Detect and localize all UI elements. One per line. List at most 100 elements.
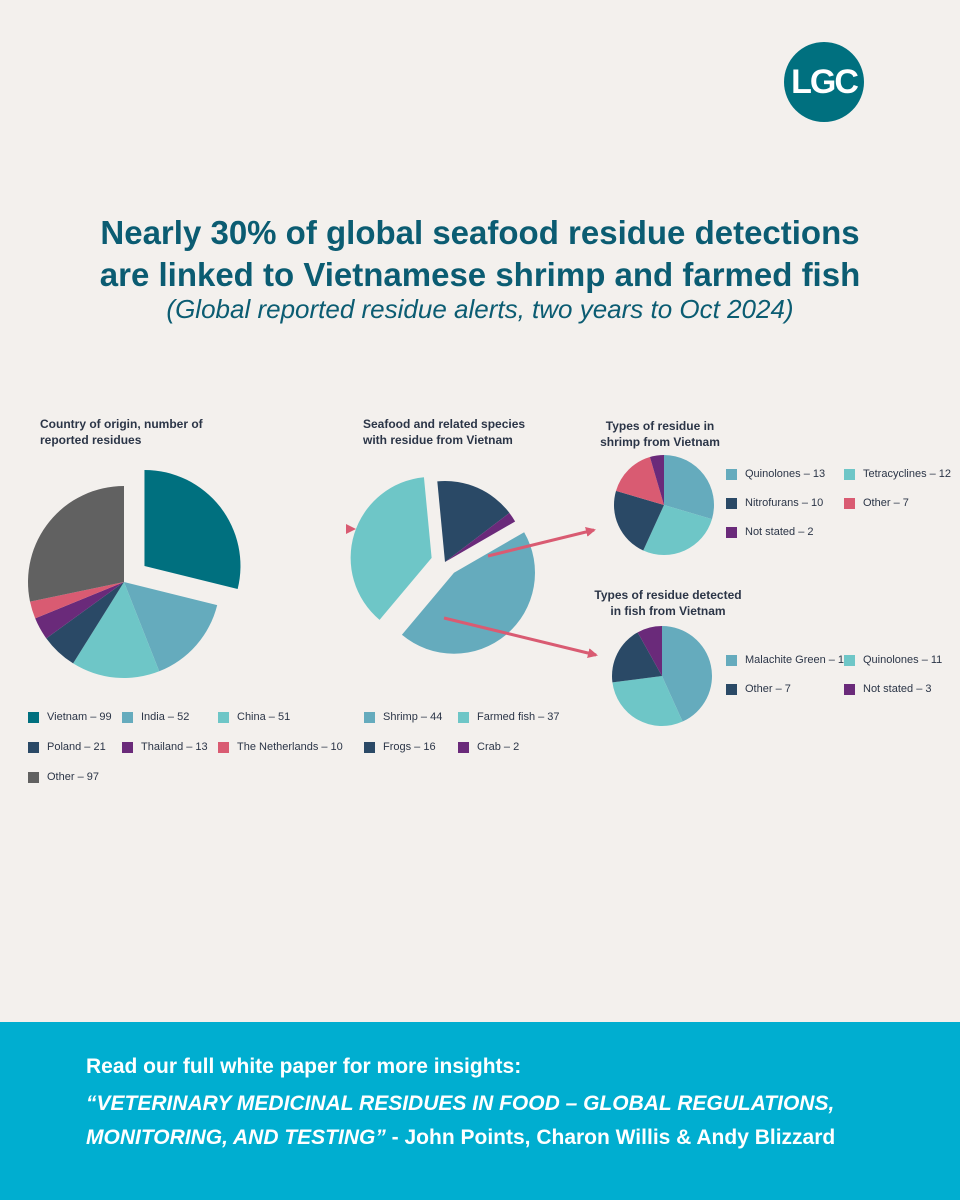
legend-1-item-1: Farmed fish – 37: [458, 711, 560, 723]
footer-paper-title[interactable]: MONITORING, AND TESTING”: [86, 1126, 386, 1149]
legend-1-item-2: Frogs – 16: [364, 741, 436, 753]
legend-2-item-0: Quinolones – 13: [726, 468, 825, 480]
legend-label: Farmed fish – 37: [477, 711, 560, 723]
chart-2-title-line-2: with residue from Vietnam: [363, 433, 513, 447]
legend-label: Not stated – 2: [745, 526, 814, 538]
pie-country-of-origin: [28, 469, 241, 678]
legend-label: Shrimp – 44: [383, 711, 443, 723]
legend-3-item-3: Not stated – 3: [844, 683, 932, 695]
legend-2-item-1: Tetracyclines – 12: [844, 468, 951, 480]
legend-swatch: [844, 497, 855, 509]
legend-swatch: [218, 741, 229, 753]
legend-label: Other – 97: [47, 771, 99, 783]
legend-label: Not stated – 3: [863, 683, 932, 695]
legend-2-item-2: Nitrofurans – 10: [726, 497, 823, 509]
legend-2-item-4: Not stated – 2: [726, 526, 814, 538]
legend-label: Vietnam – 99: [47, 711, 112, 723]
chart-1-title-line-1: Country of origin, number of: [40, 417, 203, 431]
chart-3-title-line-1: Types of residue in: [605, 419, 715, 433]
pie-species-vietnam: [350, 477, 535, 654]
legend-swatch: [364, 741, 375, 753]
legend-0-item-4: Thailand – 13: [122, 741, 208, 753]
connector-arrow-1: [487, 527, 596, 558]
chart-4-title-line-1: Types of residue detected: [594, 588, 742, 602]
legend-label: Quinolones – 11: [863, 654, 943, 666]
legend-label: Tetracyclines – 12: [863, 468, 952, 480]
legend-swatch: [844, 468, 855, 480]
legend-label: Thailand – 13: [141, 741, 208, 753]
pie-residue-shrimp: [613, 454, 715, 555]
legend-swatch: [726, 654, 737, 666]
chart-1-title: Country of origin, number of reported re…: [40, 416, 203, 448]
footer-line-1: Read our full white paper for more insig…: [86, 1055, 522, 1078]
legend-0-item-6: Other – 97: [28, 771, 99, 783]
legend-2-item-3: Other – 7: [844, 497, 909, 509]
subtitle: (Global reported residue alerts, two yea…: [166, 294, 794, 324]
pie-0-slice-2: [73, 582, 160, 678]
legend-label: Other – 7: [863, 497, 909, 509]
legend-swatch: [218, 711, 229, 723]
legend-label: Quinolones – 13: [745, 468, 826, 480]
chart-4-title-line-2: in fish from Vietnam: [610, 604, 726, 618]
headline-line-1: Nearly 30% of global seafood residue det…: [100, 214, 860, 251]
legend-label: Crab – 2: [477, 741, 520, 753]
chart-3-title-line-2: shrimp from Vietnam: [600, 435, 720, 449]
legend-swatch: [122, 741, 133, 753]
pie-3-slice-0: [662, 626, 712, 722]
chart-4-title: Types of residue detected in fish from V…: [586, 587, 750, 619]
pie-2-slice-3: [616, 457, 664, 505]
pie-charts: [28, 454, 715, 726]
legend-1-item-3: Crab – 2: [458, 741, 519, 753]
legend-label: Other – 7: [745, 683, 791, 695]
legend-swatch: [844, 654, 855, 666]
lgc-logo: LGC: [784, 42, 864, 122]
legend-label: Malachite Green – 16: [745, 654, 851, 666]
pie-2-slice-4: [649, 454, 664, 505]
legend-3-item-0: Malachite Green – 16: [726, 654, 850, 666]
connector-arrows: [228, 524, 598, 658]
legend-swatch: [28, 711, 39, 723]
legend-label: India – 52: [141, 711, 190, 723]
pie-2-slice-0: [664, 455, 715, 520]
pie-0-slice-6: [28, 486, 125, 602]
legend-3-item-2: Other – 7: [726, 683, 791, 695]
legend-swatch: [726, 497, 737, 509]
legend-label: China – 51: [237, 711, 291, 723]
legend-swatch: [458, 741, 469, 753]
legend-swatch: [726, 468, 737, 480]
footer-line-2[interactable]: “VETERINARY MEDICINAL RESIDUES IN FOOD –…: [86, 1092, 835, 1115]
pie-1-slice-3: [445, 512, 516, 562]
pie-residue-fish: [612, 626, 712, 726]
chart-1-title-line-2: reported residues: [40, 433, 142, 447]
legend-label: Nitrofurans – 10: [745, 497, 824, 509]
legend-1-item-0: Shrimp – 44: [364, 711, 442, 723]
footer-authors: - John Points, Charon Willis & Andy Bliz…: [385, 1126, 836, 1149]
legend-swatch: [28, 741, 39, 753]
legend-0-item-2: China – 51: [218, 711, 290, 723]
legend-swatch: [458, 711, 469, 723]
pie-0-slice-1: [124, 582, 218, 672]
legend-label: The Netherlands – 10: [237, 741, 343, 753]
pie-1-slice-2: [437, 480, 510, 562]
legend-0-item-0: Vietnam – 99: [28, 711, 112, 723]
legend-swatch: [28, 771, 39, 783]
connector-arrow-2: [443, 616, 598, 658]
legend-swatch: [726, 526, 737, 538]
pie-3-slice-3: [637, 626, 662, 676]
pie-3-slice-2: [612, 632, 662, 683]
legend-label: Poland – 21: [47, 741, 106, 753]
legend-0-item-3: Poland – 21: [28, 741, 106, 753]
legend-swatch: [726, 683, 737, 695]
footer-line-3: MONITORING, AND TESTING” - John Points, …: [86, 1126, 835, 1150]
legend-swatch: [844, 683, 855, 695]
pie-2-slice-1: [643, 505, 712, 555]
pie-1-slice-1: [350, 477, 432, 620]
legend-swatch: [122, 711, 133, 723]
pie-3-slice-1: [612, 676, 683, 726]
chart-2-title-line-1: Seafood and related species: [363, 417, 526, 431]
pie-2-slice-2: [613, 490, 664, 551]
legend-label: Frogs – 16: [383, 741, 436, 753]
legend-0-item-5: The Netherlands – 10: [218, 741, 343, 753]
legend-0-item-1: India – 52: [122, 711, 189, 723]
legend-3-item-1: Quinolones – 11: [844, 654, 942, 666]
